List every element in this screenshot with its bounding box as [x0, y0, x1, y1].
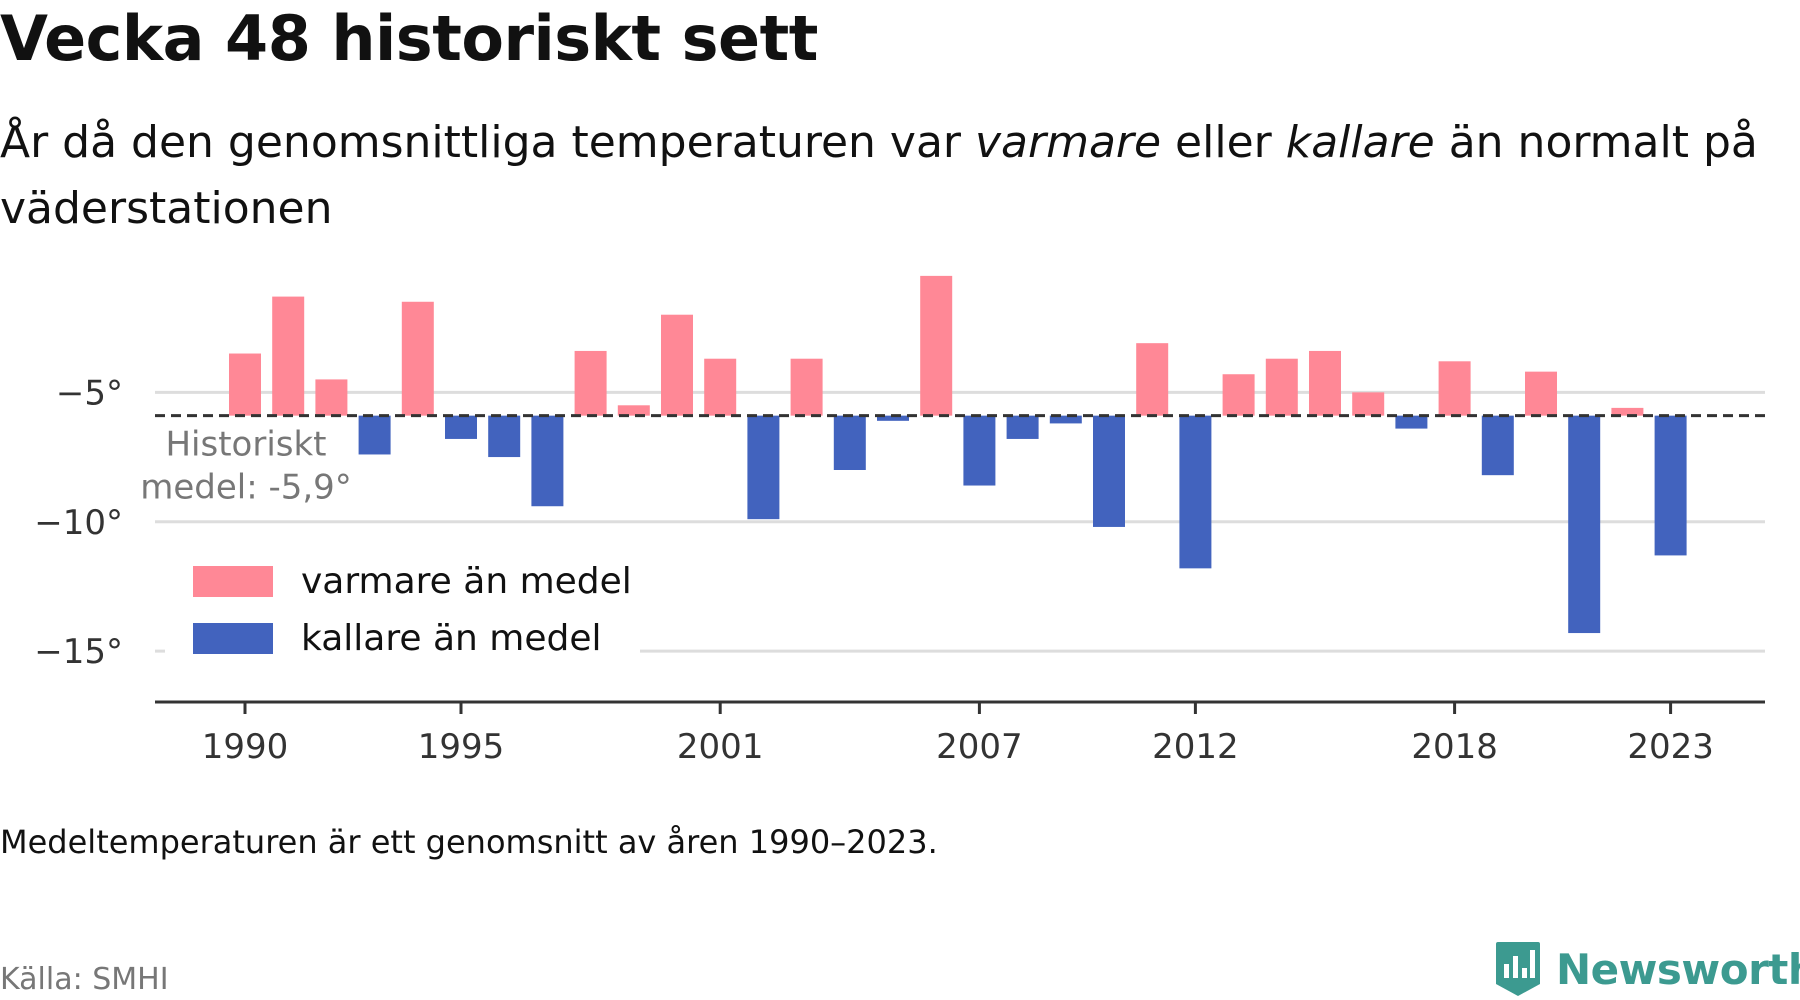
bar-2010: [1093, 415, 1125, 527]
bar-2000: [661, 314, 693, 416]
bar-2006: [920, 275, 953, 416]
legend-swatch-warm: [193, 566, 273, 597]
bar-chart: Historiskt medel: -5,9° varmare än medel…: [34, 275, 1765, 767]
bar-1997: [531, 415, 564, 507]
mean-label-line2: medel: -5,9°: [140, 468, 352, 508]
bar-2014: [1265, 358, 1298, 416]
bar-1996: [488, 415, 521, 458]
bar-1990: [229, 353, 261, 416]
source-label: Källa: SMHI: [0, 962, 169, 997]
x-tick-label: 1995: [418, 727, 505, 767]
bar-1992: [315, 379, 348, 416]
brand-name: Newsworthy: [1556, 944, 1800, 994]
y-tick-label: −15°: [34, 632, 123, 672]
bar-2009: [1049, 415, 1082, 424]
chart-subtitle: År då den genomsnittliga temperaturen va…: [0, 110, 1760, 242]
subtitle-cold-word: kallare: [1285, 117, 1435, 168]
chart-title: Vecka 48 historiskt sett: [0, 2, 818, 75]
newsworthy-logo-icon: [1496, 942, 1540, 996]
bar-2004: [833, 415, 866, 470]
bar-1998: [574, 350, 607, 416]
legend: varmare än medel kallare än medel: [165, 550, 640, 675]
bar-1995: [445, 415, 477, 439]
brand-logo[interactable]: Newsworthy: [1494, 940, 1800, 998]
bar-2007: [963, 415, 996, 486]
subtitle-part2: eller: [1161, 117, 1286, 168]
bar-2011: [1136, 343, 1169, 416]
bar-2001: [704, 358, 737, 416]
bar-1991: [272, 296, 305, 416]
y-tick-label: −10°: [34, 503, 123, 543]
bar-2016: [1352, 392, 1385, 416]
legend-swatch-cold: [193, 623, 273, 654]
subtitle-warm-word: varmare: [974, 117, 1162, 168]
bar-2012: [1179, 415, 1212, 569]
x-axis-ticks: 1990 1995 2001 2007 2012 2018 2023: [202, 702, 1714, 767]
bar-2023: [1654, 415, 1687, 556]
bar-2008: [1006, 415, 1039, 439]
bar-2021: [1568, 415, 1601, 634]
mean-label-line1: Historiskt: [165, 425, 326, 465]
bar-2020: [1525, 371, 1557, 416]
bar-2013: [1222, 374, 1255, 416]
bar-2017: [1395, 415, 1428, 429]
bar-1994: [401, 301, 434, 416]
x-tick-label: 2023: [1627, 727, 1714, 767]
footnote: Medeltemperaturen är ett genomsnitt av å…: [0, 823, 938, 861]
x-tick-label: 2012: [1152, 727, 1239, 767]
subtitle-part3: än normalt på väderstationen: [0, 117, 1758, 234]
y-tick-label: −5°: [56, 373, 123, 413]
x-tick-label: 2018: [1411, 727, 1498, 767]
bar-2022: [1611, 407, 1644, 416]
bar-1993: [358, 415, 391, 455]
bar-2019: [1481, 415, 1514, 476]
bar-2015: [1309, 350, 1341, 416]
legend-label-cold: kallare än medel: [301, 618, 601, 659]
x-tick-label: 2007: [936, 727, 1023, 767]
bar-1999: [617, 405, 650, 416]
x-tick-label: 2001: [677, 727, 764, 767]
bar-2002: [747, 415, 780, 520]
bars: [229, 275, 1687, 634]
bar-2005: [877, 415, 909, 421]
y-axis-ticks: −5° −10° −15°: [34, 373, 123, 672]
x-tick-label: 1990: [202, 727, 289, 767]
bar-2003: [790, 358, 823, 416]
legend-label-warm: varmare än medel: [301, 561, 632, 602]
mean-label: Historiskt medel: -5,9°: [140, 425, 352, 508]
bar-2018: [1438, 361, 1471, 416]
subtitle-part1: År då den genomsnittliga temperaturen va…: [0, 117, 975, 168]
